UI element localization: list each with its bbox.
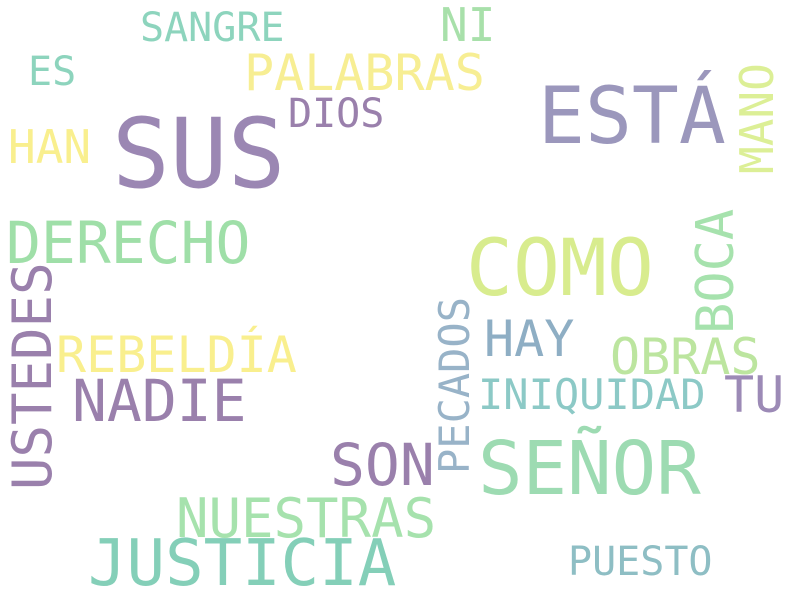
word-han: HAN bbox=[8, 120, 92, 174]
word-hay: HAY bbox=[484, 310, 575, 368]
word-rebeldia: REBELDÍA bbox=[56, 326, 297, 384]
word-nuestras: NUESTRAS bbox=[176, 487, 437, 550]
word-ni: NI bbox=[440, 0, 496, 52]
word-iniquidad: INIQUIDAD bbox=[478, 370, 706, 419]
word-sus: SUS bbox=[112, 98, 286, 210]
word-son: SON bbox=[330, 431, 435, 499]
word-como: COMO bbox=[466, 224, 654, 314]
word-palabras: PALABRAS bbox=[244, 44, 485, 102]
word-puesto: PUESTO bbox=[568, 539, 713, 585]
word-pecados: PECADOS bbox=[430, 296, 479, 474]
word-esta: ESTÁ bbox=[538, 72, 726, 162]
word-derecho: DERECHO bbox=[6, 209, 251, 277]
word-nadie: NADIE bbox=[72, 367, 247, 435]
word-ustedes: USTEDES bbox=[1, 262, 64, 490]
word-sangre: SANGRE bbox=[140, 5, 285, 51]
word-es: ES bbox=[28, 49, 77, 95]
word-dios: DIOS bbox=[288, 91, 385, 137]
word-justicia: JUSTICIA bbox=[88, 527, 397, 600]
word-senor: SEÑOR bbox=[478, 426, 701, 512]
word-obras: OBRAS bbox=[610, 328, 761, 386]
word-boca: BOCA bbox=[686, 208, 746, 334]
word-mano: MANO bbox=[730, 63, 784, 174]
word-tu: TU bbox=[724, 366, 785, 424]
